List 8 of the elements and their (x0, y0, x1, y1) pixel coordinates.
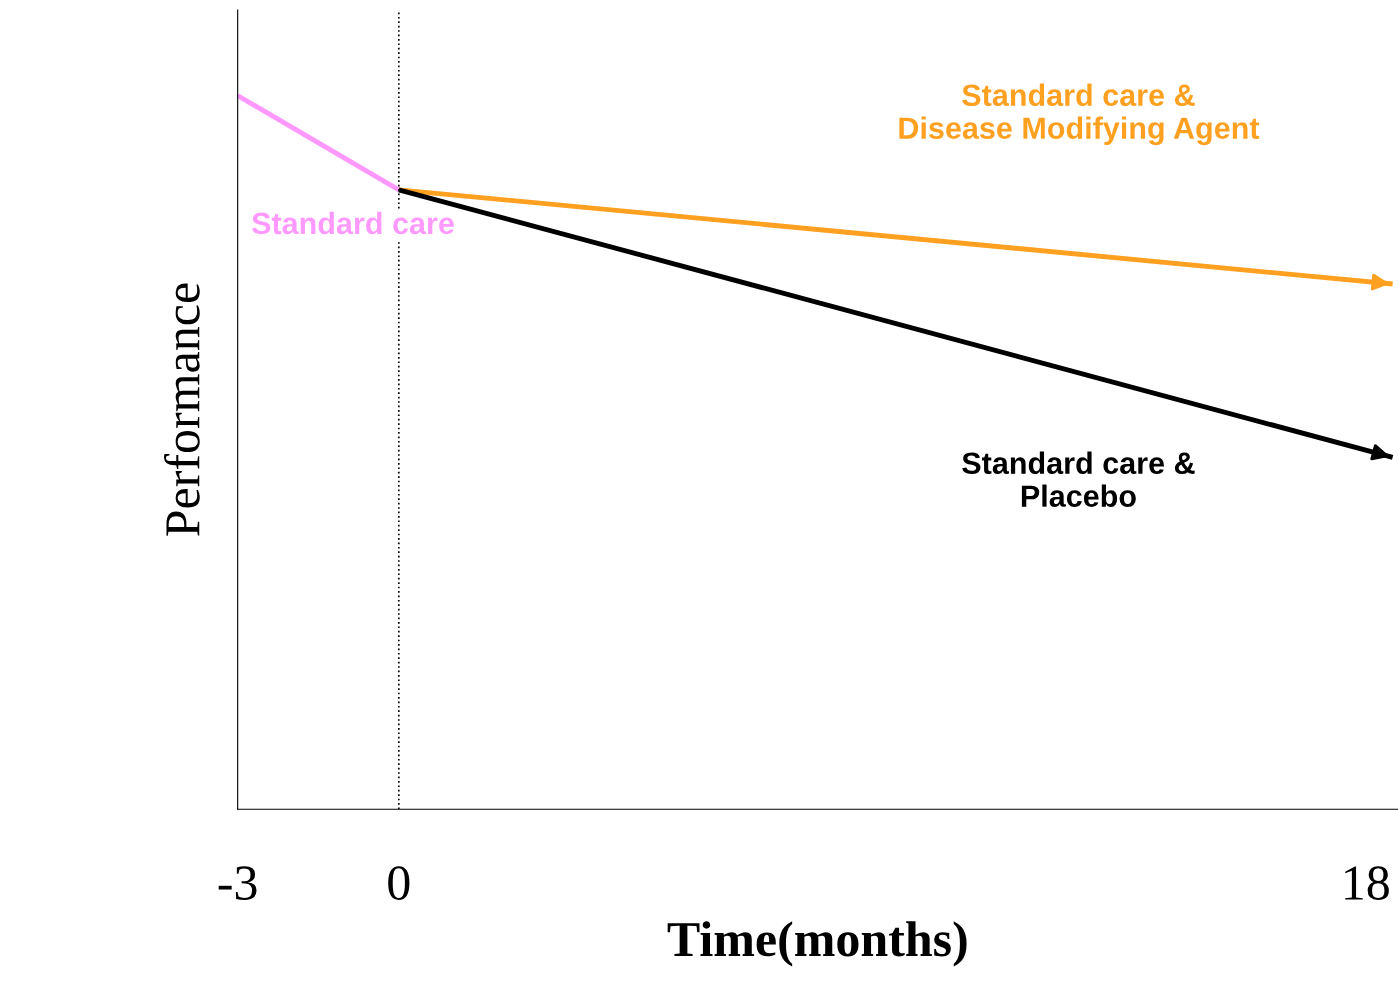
x-tick-label: -3 (218, 866, 257, 900)
x-tick-label: 0 (388, 866, 410, 900)
y-axis-title: Performance (164, 283, 200, 536)
x-tick-label: 18 (1345, 866, 1389, 900)
series-label: Standard care & Placebo (962, 451, 1195, 507)
text: Standard care & Disease Modifying Agent (899, 83, 1260, 146)
x-axis-title: Time(months) (667, 921, 967, 967)
series-label: Standard care (251, 211, 454, 235)
